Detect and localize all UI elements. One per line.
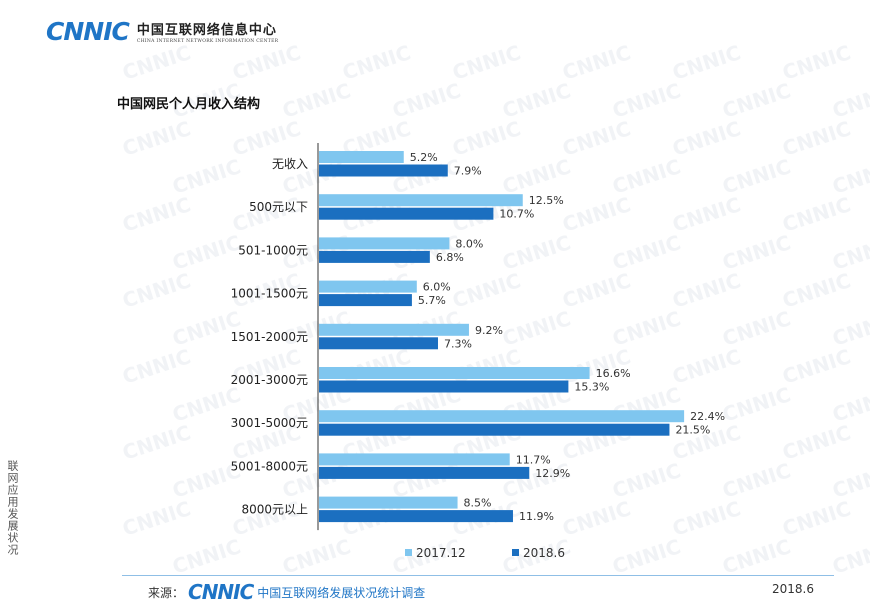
category-label: 无收入: [272, 157, 308, 171]
category-label: 1501-2000元: [231, 330, 308, 344]
bar-2017-12: [319, 323, 469, 336]
category-label: 500元以下: [249, 200, 308, 214]
bar-2018-6: [319, 337, 438, 350]
org-name-en: CHINA INTERNET NETWORK INFORMATION CENTE…: [136, 39, 279, 44]
bar-2017-12: [319, 496, 458, 509]
cnnic-logo: CNNIC 中国互联网络信息中心 CHINA INTERNET NETWORK …: [46, 17, 278, 46]
source-name: 中国互联网络发展状况统计调查: [257, 585, 426, 600]
data-label: 16.6%: [596, 367, 631, 380]
category-label: 3001-5000元: [231, 416, 308, 430]
bar-2018-6: [319, 380, 569, 393]
footer-source: 来源： CNNIC 中国互联网络发展状况统计调查: [148, 580, 425, 604]
data-label: 7.3%: [444, 337, 472, 350]
category-label: 501-1000元: [238, 243, 308, 257]
data-label: 12.9%: [535, 467, 570, 480]
logo-text: 中国互联网络信息中心 CHINA INTERNET NETWORK INFORM…: [137, 19, 279, 44]
data-label: 21.5%: [675, 424, 710, 437]
legend-label: 2018.6: [523, 546, 565, 560]
org-name-cn: 中国互联网络信息中心: [136, 23, 277, 38]
bar-2017-12: [319, 280, 417, 293]
source-label: 来源：: [148, 585, 185, 600]
category-label: 2001-3000元: [231, 373, 308, 387]
side-section-label: 联网应用发展状况: [6, 460, 19, 556]
data-label: 8.0%: [455, 237, 483, 250]
data-label: 22.4%: [690, 410, 725, 423]
data-label: 6.0%: [423, 281, 451, 294]
chart-title: 中国网民个人月收入结构: [117, 97, 261, 112]
category-label: 8000元以上: [241, 503, 308, 517]
data-label: 11.7%: [516, 453, 551, 466]
footer-date: 2018.6: [772, 582, 814, 596]
data-label: 5.7%: [418, 294, 446, 307]
category-label: 5001-8000元: [231, 459, 308, 473]
data-label: 6.8%: [436, 251, 464, 264]
bar-2017-12: [319, 453, 510, 466]
bar-2018-6: [319, 510, 513, 523]
bar-2017-12: [319, 237, 450, 250]
legend-swatch: [405, 549, 412, 556]
bar-2017-12: [319, 194, 523, 207]
category-label: 1001-1500元: [231, 287, 308, 301]
data-label: 10.7%: [499, 208, 534, 221]
logo-mark: CNNIC: [46, 17, 130, 46]
data-label: 8.5%: [464, 497, 492, 510]
data-label: 11.9%: [519, 510, 554, 523]
bar-2018-6: [319, 466, 530, 479]
data-label: 12.5%: [529, 194, 564, 207]
bar-2017-12: [319, 151, 404, 163]
bar-2017-12: [319, 367, 590, 379]
bar-2018-6: [319, 423, 670, 436]
data-label: 5.2%: [410, 151, 438, 164]
footer-divider: [122, 575, 834, 576]
bar-2018-6: [319, 250, 430, 263]
bar-2018-6: [319, 207, 494, 220]
data-label: 7.9%: [454, 165, 482, 178]
bar-2017-12: [319, 410, 685, 423]
bar-2018-6: [319, 164, 448, 177]
bar-2018-6: [319, 294, 412, 307]
legend-swatch: [512, 549, 519, 556]
legend-label: 2017.12: [416, 546, 466, 560]
source-logo: CNNIC: [188, 580, 254, 604]
data-label: 9.2%: [475, 324, 503, 337]
data-label: 15.3%: [574, 381, 609, 394]
